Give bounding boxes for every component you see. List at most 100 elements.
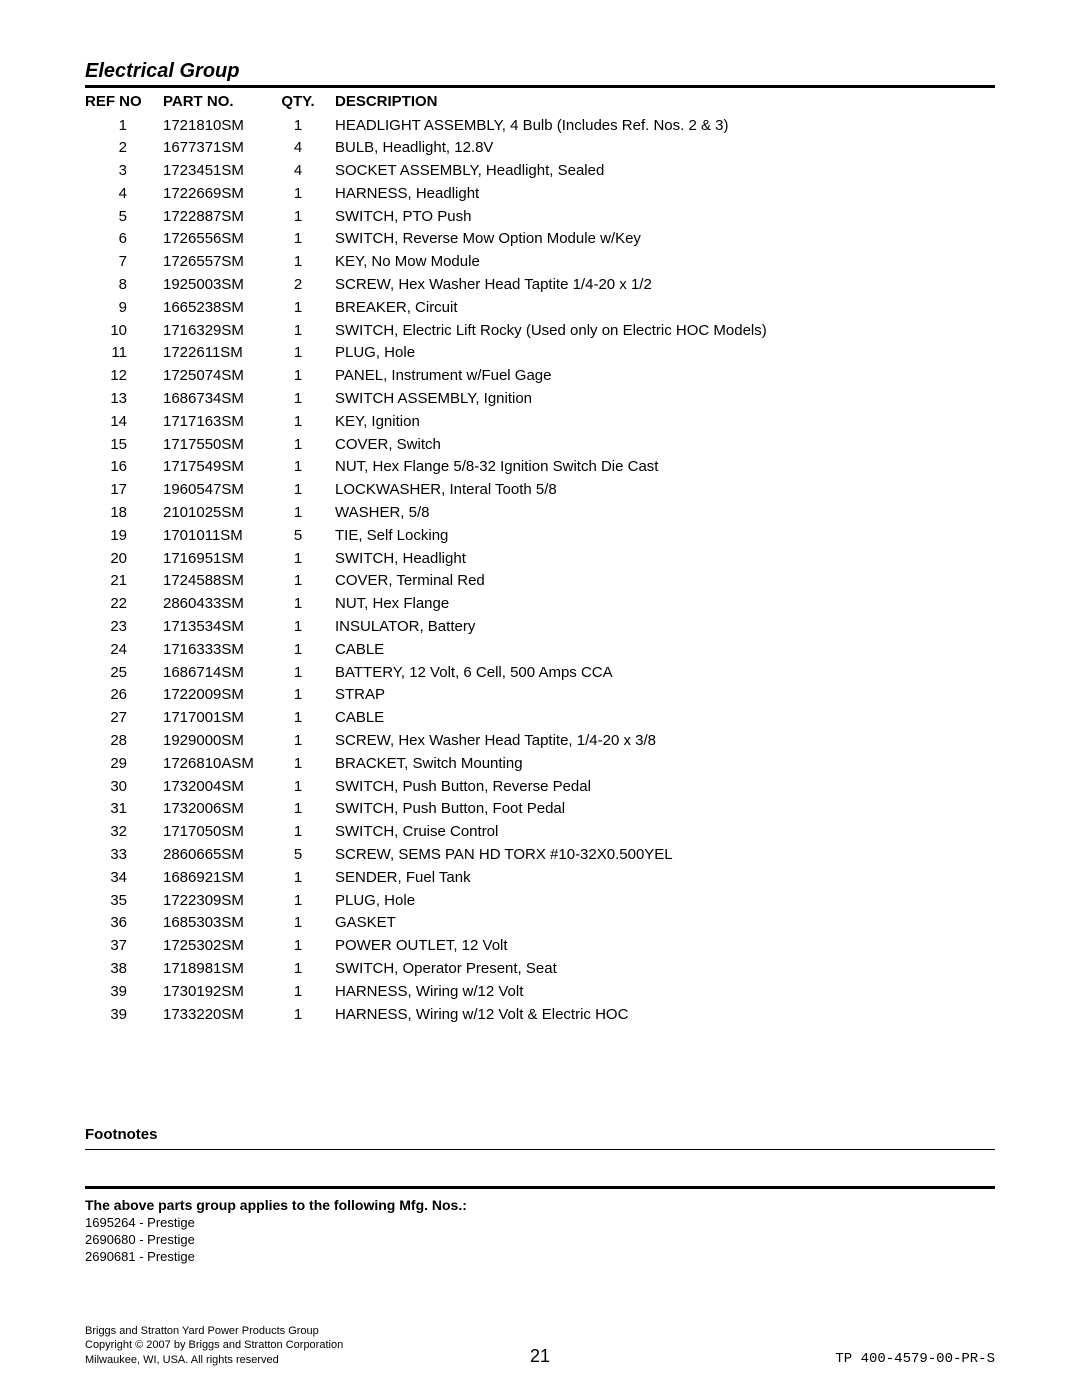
table-row: 341686921SM1SENDER, Fuel Tank — [85, 866, 995, 889]
cell-desc: NUT, Hex Flange — [323, 593, 995, 616]
cell-partno: 1717001SM — [155, 707, 273, 730]
mfg-no-line: 1695264 - Prestige — [85, 1215, 995, 1230]
cell-refno: 22 — [85, 593, 155, 616]
cell-desc: HARNESS, Wiring w/12 Volt & Electric HOC — [323, 1003, 995, 1026]
cell-partno: 1960547SM — [155, 479, 273, 502]
cell-partno: 1686921SM — [155, 866, 273, 889]
cell-partno: 1713534SM — [155, 616, 273, 639]
table-row: 371725302SM1POWER OUTLET, 12 Volt — [85, 935, 995, 958]
cell-qty: 1 — [273, 182, 323, 205]
page-footer: Briggs and Stratton Yard Power Products … — [85, 1324, 995, 1367]
cell-refno: 8 — [85, 274, 155, 297]
table-row: 91665238SM1BREAKER, Circuit — [85, 296, 995, 319]
doc-code: TP 400-4579-00-PR-S — [835, 1351, 995, 1367]
cell-partno: 1716329SM — [155, 319, 273, 342]
cell-refno: 33 — [85, 844, 155, 867]
cell-qty: 1 — [273, 935, 323, 958]
cell-refno: 3 — [85, 160, 155, 183]
cell-partno: 1717050SM — [155, 821, 273, 844]
cell-partno: 1726557SM — [155, 251, 273, 274]
cell-partno: 1722611SM — [155, 342, 273, 365]
cell-partno: 1721810SM — [155, 114, 273, 137]
cell-refno: 25 — [85, 661, 155, 684]
cell-qty: 1 — [273, 912, 323, 935]
cell-partno: 1725074SM — [155, 365, 273, 388]
cell-partno: 1677371SM — [155, 137, 273, 160]
cell-desc: CABLE — [323, 638, 995, 661]
mfg-no-line: 2690681 - Prestige — [85, 1249, 995, 1264]
cell-desc: HARNESS, Wiring w/12 Volt — [323, 980, 995, 1003]
cell-desc: SWITCH, Push Button, Reverse Pedal — [323, 775, 995, 798]
cell-qty: 1 — [273, 775, 323, 798]
cell-partno: 1722887SM — [155, 205, 273, 228]
cell-refno: 34 — [85, 866, 155, 889]
cell-partno: 1686734SM — [155, 388, 273, 411]
cell-qty: 1 — [273, 980, 323, 1003]
cell-refno: 31 — [85, 798, 155, 821]
table-row: 201716951SM1SWITCH, Headlight — [85, 547, 995, 570]
cell-qty: 1 — [273, 730, 323, 753]
cell-partno: 1717549SM — [155, 456, 273, 479]
cell-qty: 1 — [273, 228, 323, 251]
cell-desc: LOCKWASHER, Interal Tooth 5/8 — [323, 479, 995, 502]
table-row: 222860433SM1NUT, Hex Flange — [85, 593, 995, 616]
cell-desc: NUT, Hex Flange 5/8-32 Ignition Switch D… — [323, 456, 995, 479]
table-row: 351722309SM1PLUG, Hole — [85, 889, 995, 912]
cell-refno: 14 — [85, 410, 155, 433]
cell-qty: 2 — [273, 274, 323, 297]
cell-desc: BRACKET, Switch Mounting — [323, 752, 995, 775]
cell-qty: 1 — [273, 684, 323, 707]
table-header-row: REF NO PART NO. QTY. DESCRIPTION — [85, 91, 995, 114]
cell-refno: 10 — [85, 319, 155, 342]
footer-line-3: Milwaukee, WI, USA. All rights reserved — [85, 1353, 343, 1367]
table-row: 391730192SM1HARNESS, Wiring w/12 Volt — [85, 980, 995, 1003]
cell-desc: COVER, Switch — [323, 433, 995, 456]
table-row: 361685303SM1GASKET — [85, 912, 995, 935]
table-row: 311732006SM1SWITCH, Push Button, Foot Pe… — [85, 798, 995, 821]
cell-qty: 1 — [273, 570, 323, 593]
cell-desc: PANEL, Instrument w/Fuel Gage — [323, 365, 995, 388]
table-row: 271717001SM1CABLE — [85, 707, 995, 730]
cell-qty: 1 — [273, 114, 323, 137]
cell-partno: 1717550SM — [155, 433, 273, 456]
table-row: 111722611SM1PLUG, Hole — [85, 342, 995, 365]
cell-refno: 24 — [85, 638, 155, 661]
cell-qty: 1 — [273, 205, 323, 228]
table-row: 191701011SM5TIE, Self Locking — [85, 524, 995, 547]
cell-partno: 1723451SM — [155, 160, 273, 183]
table-row: 101716329SM1SWITCH, Electric Lift Rocky … — [85, 319, 995, 342]
cell-desc: HARNESS, Headlight — [323, 182, 995, 205]
cell-refno: 17 — [85, 479, 155, 502]
cell-desc: KEY, Ignition — [323, 410, 995, 433]
cell-desc: PLUG, Hole — [323, 889, 995, 912]
cell-partno: 1732004SM — [155, 775, 273, 798]
table-row: 21677371SM4BULB, Headlight, 12.8V — [85, 137, 995, 160]
cell-desc: BULB, Headlight, 12.8V — [323, 137, 995, 160]
table-row: 161717549SM1NUT, Hex Flange 5/8-32 Ignit… — [85, 456, 995, 479]
cell-partno: 1726810ASM — [155, 752, 273, 775]
table-row: 321717050SM1SWITCH, Cruise Control — [85, 821, 995, 844]
table-row: 11721810SM1HEADLIGHT ASSEMBLY, 4 Bulb (I… — [85, 114, 995, 137]
cell-refno: 27 — [85, 707, 155, 730]
cell-refno: 19 — [85, 524, 155, 547]
cell-qty: 1 — [273, 365, 323, 388]
cell-partno: 1665238SM — [155, 296, 273, 319]
divider-applies — [85, 1186, 995, 1189]
cell-refno: 4 — [85, 182, 155, 205]
cell-qty: 1 — [273, 889, 323, 912]
cell-desc: SWITCH ASSEMBLY, Ignition — [323, 388, 995, 411]
page-number: 21 — [530, 1346, 550, 1367]
col-desc: DESCRIPTION — [323, 91, 995, 114]
cell-desc: PLUG, Hole — [323, 342, 995, 365]
cell-refno: 36 — [85, 912, 155, 935]
cell-refno: 7 — [85, 251, 155, 274]
table-row: 241716333SM1CABLE — [85, 638, 995, 661]
cell-qty: 1 — [273, 957, 323, 980]
table-row: 391733220SM1HARNESS, Wiring w/12 Volt & … — [85, 1003, 995, 1026]
cell-desc: SWITCH, Cruise Control — [323, 821, 995, 844]
cell-qty: 1 — [273, 296, 323, 319]
cell-desc: SCREW, SEMS PAN HD TORX #10-32X0.500YEL — [323, 844, 995, 867]
table-row: 381718981SM1SWITCH, Operator Present, Se… — [85, 957, 995, 980]
col-qty: QTY. — [273, 91, 323, 114]
cell-partno: 1730192SM — [155, 980, 273, 1003]
